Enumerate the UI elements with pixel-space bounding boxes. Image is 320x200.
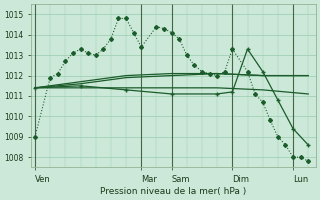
X-axis label: Pression niveau de la mer( hPa ): Pression niveau de la mer( hPa ) (100, 187, 247, 196)
